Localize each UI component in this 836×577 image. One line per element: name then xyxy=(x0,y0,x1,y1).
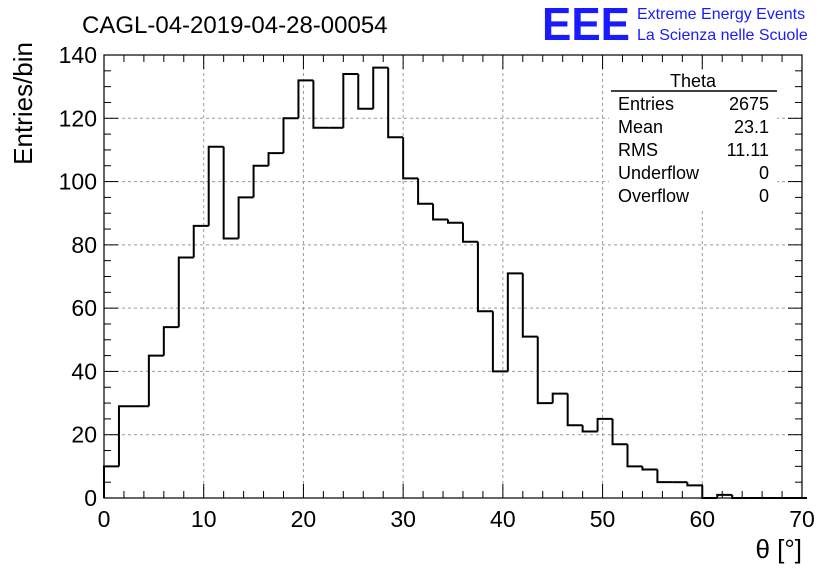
y-tick-label: 60 xyxy=(71,295,97,321)
stats-value-rms: 11.11 xyxy=(727,140,769,160)
x-tick-label: 50 xyxy=(590,506,616,532)
histogram-bin xyxy=(461,222,478,243)
x-tick-label: 60 xyxy=(689,506,715,532)
x-tick-label: 70 xyxy=(789,506,815,532)
y-tick-label: 120 xyxy=(59,105,97,131)
histogram-bin xyxy=(551,392,568,404)
stats-value-mean: 23.1 xyxy=(734,117,769,137)
stats-value-overflow: 0 xyxy=(759,186,769,206)
x-axis-label: θ [°] xyxy=(755,534,802,564)
histogram-bin xyxy=(147,354,164,407)
grid xyxy=(104,55,802,498)
stats-label-underflow: Underflow xyxy=(618,163,700,183)
histogram-bin xyxy=(656,469,673,484)
histogram-bin xyxy=(447,219,463,224)
histogram-bin xyxy=(357,73,374,110)
stats-label-entries: Entries xyxy=(618,94,674,114)
histogram-bin xyxy=(476,241,493,313)
y-tick-label: 40 xyxy=(71,358,97,384)
x-tick-label: 20 xyxy=(291,506,317,532)
logo-line-2: La Scienza nelle Scuole xyxy=(637,27,808,44)
stats-box: Theta Entries 2675 Mean 23.1 RMS 11.11 U… xyxy=(609,70,777,210)
histogram-bin xyxy=(506,272,523,372)
histogram-bin xyxy=(177,256,194,328)
logo-line-1: Extreme Energy Events xyxy=(637,6,805,23)
stats-value-underflow: 0 xyxy=(759,163,769,183)
histogram-series xyxy=(103,66,807,499)
x-tick-label: 0 xyxy=(98,506,111,532)
histogram-bin xyxy=(282,117,299,154)
histogram-bin xyxy=(267,152,284,166)
histogram-bin xyxy=(192,224,209,258)
histogram-bin xyxy=(417,178,434,205)
histogram-bin xyxy=(372,66,389,109)
histogram-bin xyxy=(641,466,658,471)
histogram-bin xyxy=(117,405,134,467)
histogram-bin xyxy=(312,80,329,129)
y-tick-label: 140 xyxy=(59,42,97,68)
histogram-bin xyxy=(581,425,598,433)
x-tick-label: 40 xyxy=(490,506,516,532)
x-tick-label: 30 xyxy=(390,506,416,532)
stats-label-rms: RMS xyxy=(618,140,658,160)
histogram-bin xyxy=(162,326,179,356)
logo-mark: EEE xyxy=(542,0,630,50)
axis-ticks xyxy=(103,54,803,499)
y-axis-label: Entries/bin xyxy=(8,42,38,165)
stats-label-overflow: Overflow xyxy=(618,186,690,206)
stats-box-title: Theta xyxy=(670,71,717,91)
histogram-bin xyxy=(207,145,224,226)
histogram-bin xyxy=(626,444,643,468)
histogram-bin xyxy=(252,164,269,198)
histogram-bin xyxy=(521,273,538,338)
tick-labels: 0 10 20 30 40 50 60 70 0 20 40 60 80 100 120 140 xyxy=(59,42,815,532)
histogram-bin xyxy=(536,336,553,405)
histogram-bin xyxy=(716,493,733,498)
y-tick-label: 100 xyxy=(59,169,97,195)
histogram-bin xyxy=(402,137,419,180)
stats-label-mean: Mean xyxy=(618,117,663,137)
histogram-bin xyxy=(342,72,359,128)
histogram-bin xyxy=(611,418,628,446)
x-tick-label: 10 xyxy=(191,506,217,532)
eee-logo: EEE Extreme Energy Events La Scienza nel… xyxy=(542,0,808,50)
chart-title: CAGL-04-2019-04-28-00054 xyxy=(82,12,388,39)
stats-box-background xyxy=(609,70,777,210)
histogram-bin xyxy=(237,196,254,239)
histogram-bin xyxy=(686,482,703,487)
histogram-bin xyxy=(491,311,508,373)
stats-value-entries: 2675 xyxy=(729,94,769,114)
histogram-bin xyxy=(596,417,613,432)
histogram-bin xyxy=(222,146,239,240)
y-tick-label: 0 xyxy=(84,485,97,511)
y-tick-label: 80 xyxy=(71,232,97,258)
y-tick-label: 20 xyxy=(71,422,97,448)
histogram-bin xyxy=(297,79,314,119)
histogram-bin xyxy=(566,393,583,427)
histogram-bin xyxy=(387,67,404,139)
histogram-bin xyxy=(432,203,449,221)
